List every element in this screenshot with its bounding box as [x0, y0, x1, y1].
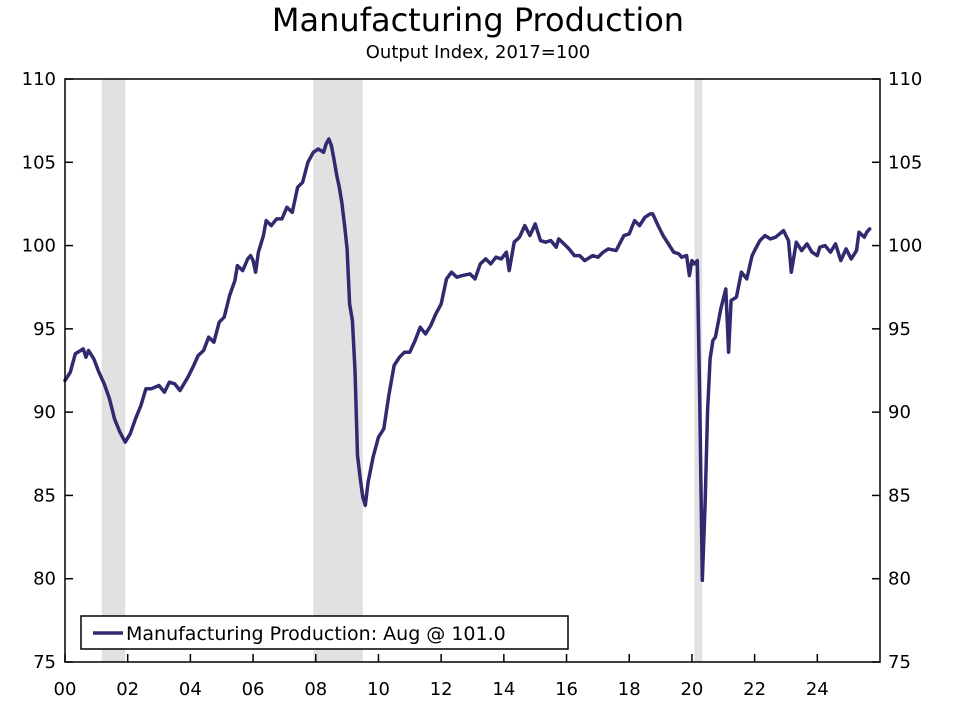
series-line-0 [63, 137, 872, 583]
line-layer [63, 137, 872, 583]
y-tick-label-left: 85 [33, 485, 56, 506]
x-tick-label: 14 [492, 679, 515, 700]
y-tick-label-right: 85 [888, 485, 911, 506]
y-tick-label-right: 80 [888, 569, 911, 590]
y-tick-label-right: 95 [888, 319, 911, 340]
chart-title: Manufacturing Production [271, 1, 685, 39]
y-tick-label-left: 80 [33, 569, 56, 590]
axes: 75 75 80 80 85 85 90 90 95 95 100 100 105 105 110 110 00… [22, 69, 923, 700]
y-tick-label-right: 75 [888, 652, 911, 673]
y-tick-label-left: 75 [33, 652, 56, 673]
x-tick-label: 24 [806, 679, 829, 700]
y-tick-label-left: 90 [33, 402, 56, 423]
x-tick-label: 22 [743, 679, 766, 700]
legend-box [80, 615, 569, 650]
x-tick-label: 04 [179, 679, 202, 700]
y-tick-label-right: 110 [888, 69, 922, 90]
x-tick-label: 06 [242, 679, 265, 700]
x-tick-label: 00 [54, 679, 77, 700]
x-tick-label: 12 [430, 679, 453, 700]
x-tick-label: 02 [116, 679, 139, 700]
recession-band-0 [101, 79, 126, 662]
legend: Manufacturing Production: Aug @ 101.0 [80, 615, 569, 650]
legend-label: Manufacturing Production: Aug @ 101.0 [126, 623, 506, 645]
y-tick-label-right: 105 [888, 152, 922, 173]
x-tick-label: 08 [304, 679, 327, 700]
y-tick-label-left: 100 [22, 236, 56, 257]
y-tick-label-left: 105 [22, 152, 56, 173]
y-tick-label-left: 95 [33, 319, 56, 340]
x-tick-label: 16 [555, 679, 578, 700]
x-tick-label: 20 [680, 679, 703, 700]
x-tick-label: 10 [367, 679, 390, 700]
y-tick-label-left: 110 [22, 69, 56, 90]
y-tick-label-right: 100 [888, 236, 922, 257]
y-tick-label-right: 90 [888, 402, 911, 423]
chart-subtitle: Output Index, 2017=100 [365, 42, 591, 63]
plot-frame [64, 78, 881, 663]
x-tick-label: 18 [618, 679, 641, 700]
